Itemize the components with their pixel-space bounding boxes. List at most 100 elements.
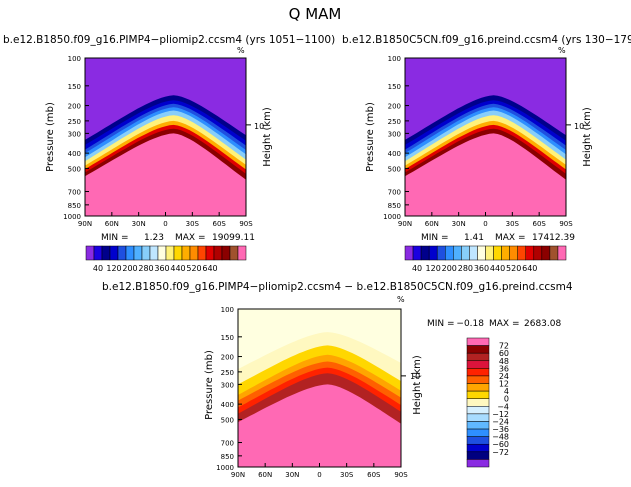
- colorbar-swatch: [485, 245, 494, 261]
- colorbar-swatch: [173, 245, 183, 261]
- x-tick-label: 30S: [186, 220, 200, 228]
- colorbar-swatch: [213, 245, 223, 261]
- colorbar-swatch: [412, 245, 422, 261]
- colorbar-swatch: [501, 245, 510, 261]
- y-tick-label: 500: [388, 165, 401, 173]
- y-tick-label: 200: [388, 103, 401, 111]
- panel-2-right-tick: 10: [574, 122, 584, 131]
- contour-band-9: [85, 133, 246, 216]
- panel-3-max-value: 2683.08: [524, 319, 561, 329]
- colorbar-swatch: [466, 337, 490, 346]
- x-tick-label: 90N: [78, 220, 92, 228]
- colorbar-swatch: [466, 451, 490, 460]
- y-tick-label: 500: [221, 416, 234, 424]
- x-tick-label: 30N: [285, 471, 299, 479]
- panel-3-ylabel: Pressure (mb): [204, 350, 215, 420]
- panel-2-plot: [404, 57, 571, 217]
- panel-2-min-label: MIN =: [421, 233, 449, 243]
- colorbar-swatch: [466, 352, 490, 362]
- x-tick-label: 60N: [105, 220, 119, 228]
- panel-1-ylabel: Pressure (mb): [45, 102, 56, 172]
- colorbar-swatch: [101, 245, 111, 261]
- panel-1-min-label: MIN =: [101, 233, 129, 243]
- panel-1-plot: [84, 57, 251, 217]
- panel-3-max-label: MAX =: [489, 319, 520, 329]
- panel-1-max-value: 19099.11: [212, 233, 255, 243]
- colorbar-swatch: [404, 245, 414, 261]
- colorbar-swatch: [189, 245, 199, 261]
- colorbar-label: −4: [497, 402, 509, 411]
- colorbar-swatch: [181, 245, 191, 261]
- panel-3-right-tick: 10: [410, 372, 420, 381]
- x-tick-label: 0: [163, 220, 167, 228]
- y-tick-label: 1000: [383, 213, 401, 221]
- colorbar-swatch: [428, 245, 438, 261]
- colorbar-swatch: [509, 245, 518, 261]
- colorbar-label: 120: [106, 264, 121, 273]
- panel-3-plot: [237, 308, 406, 468]
- y-tick-label: 300: [68, 130, 81, 138]
- panel-3-min-label: MIN =: [427, 319, 455, 329]
- y-tick-label: 250: [221, 369, 234, 377]
- colorbar-swatch: [157, 245, 167, 261]
- colorbar-label: 40: [93, 264, 103, 273]
- colorbar-swatch: [525, 245, 535, 261]
- colorbar-label: 280: [138, 264, 153, 273]
- panel-1-max-label: MAX =: [175, 233, 206, 243]
- colorbar-swatch: [165, 245, 175, 261]
- colorbar-swatch: [466, 383, 490, 392]
- x-tick-label: 60N: [425, 220, 439, 228]
- x-tick-label: 0: [317, 471, 321, 479]
- y-tick-label: 1000: [63, 213, 81, 221]
- colorbar-swatch: [461, 245, 470, 261]
- colorbar-swatch: [149, 245, 159, 261]
- y-tick-label: 300: [221, 381, 234, 389]
- y-tick-label: 150: [68, 83, 81, 91]
- y-tick-label: 850: [388, 202, 401, 210]
- y-tick-label: 250: [388, 118, 401, 126]
- panel-2-ylabel: Pressure (mb): [365, 102, 376, 172]
- colorbar-label: 640: [522, 264, 537, 273]
- y-tick-label: 700: [68, 189, 81, 197]
- y-tick-label: 150: [221, 334, 234, 342]
- colorbar-swatch: [466, 368, 490, 377]
- y-tick-label: 700: [388, 189, 401, 197]
- colorbar-label: −24: [492, 417, 509, 426]
- x-tick-label: 60S: [367, 471, 381, 479]
- y-tick-label: 850: [68, 202, 81, 210]
- y-tick-label: 300: [388, 130, 401, 138]
- panel-2-colorbar: 40 120 200 280 360 440 520 640: [404, 245, 567, 273]
- colorbar-swatch: [453, 245, 462, 261]
- colorbar-swatch: [466, 390, 490, 399]
- panel-1-min-value: 1.23: [144, 233, 164, 243]
- colorbar-swatch: [109, 245, 119, 261]
- colorbar-swatch: [466, 459, 490, 468]
- x-tick-label: 90S: [559, 220, 573, 228]
- colorbar-label: 360: [154, 264, 169, 273]
- colorbar-label: −36: [492, 425, 509, 434]
- colorbar-label: 520: [506, 264, 521, 273]
- colorbar-swatch: [93, 245, 103, 261]
- y-tick-label: 200: [221, 354, 234, 362]
- y-tick-label: 100: [68, 55, 81, 63]
- colorbar-label: 4: [504, 387, 509, 396]
- y-tick-label: 200: [68, 103, 81, 111]
- colorbar-swatch: [541, 245, 551, 261]
- colorbar-swatch: [493, 245, 502, 261]
- x-tick-label: 90S: [394, 471, 408, 479]
- colorbar-swatch: [466, 345, 490, 354]
- x-tick-label: 90S: [239, 220, 253, 228]
- colorbar-swatch: [466, 443, 490, 453]
- colorbar-swatch: [125, 245, 135, 261]
- colorbar-swatch: [85, 245, 95, 261]
- panel-3-min-value: −0.18: [456, 319, 484, 329]
- colorbar-label: 24: [499, 372, 509, 381]
- colorbar-swatch: [117, 245, 127, 261]
- colorbar-swatch: [477, 245, 486, 261]
- colorbar-swatch: [466, 375, 490, 384]
- colorbar-swatch: [436, 245, 446, 261]
- colorbar-swatch: [557, 245, 567, 261]
- colorbar-swatch: [237, 245, 247, 261]
- colorbar-label: 12: [499, 380, 509, 389]
